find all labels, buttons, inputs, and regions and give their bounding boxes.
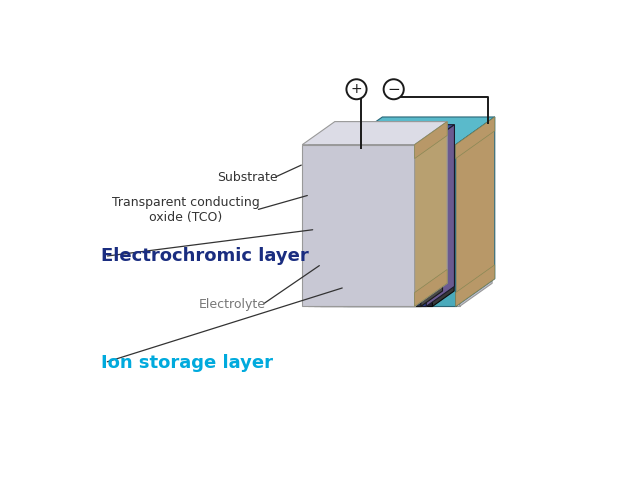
Text: Ion storage layer: Ion storage layer	[100, 354, 273, 372]
Polygon shape	[343, 117, 495, 144]
Polygon shape	[374, 176, 425, 276]
Circle shape	[347, 79, 366, 100]
Polygon shape	[456, 265, 495, 306]
Polygon shape	[303, 122, 447, 144]
Text: Substrate: Substrate	[217, 172, 278, 184]
Polygon shape	[415, 122, 447, 306]
Polygon shape	[363, 164, 435, 286]
Polygon shape	[347, 122, 492, 144]
Polygon shape	[415, 122, 447, 158]
Polygon shape	[427, 124, 454, 306]
Polygon shape	[459, 122, 492, 306]
Text: Electrochromic layer: Electrochromic layer	[100, 248, 309, 266]
Polygon shape	[354, 156, 445, 296]
Text: Electrolyte: Electrolyte	[199, 298, 266, 312]
Polygon shape	[309, 144, 421, 306]
Polygon shape	[314, 144, 427, 306]
Polygon shape	[314, 124, 454, 144]
Polygon shape	[421, 130, 443, 306]
Circle shape	[384, 79, 404, 100]
Text: −: −	[388, 82, 400, 97]
Polygon shape	[320, 130, 454, 144]
Text: +: +	[351, 82, 362, 96]
Polygon shape	[456, 117, 495, 306]
Text: Transparent conducting
oxide (TCO): Transparent conducting oxide (TCO)	[112, 196, 260, 224]
Polygon shape	[303, 144, 415, 306]
Polygon shape	[347, 144, 459, 306]
Polygon shape	[343, 144, 456, 306]
Polygon shape	[309, 130, 443, 144]
Polygon shape	[456, 117, 495, 158]
Polygon shape	[415, 270, 447, 306]
Polygon shape	[320, 144, 433, 306]
Polygon shape	[433, 130, 454, 306]
